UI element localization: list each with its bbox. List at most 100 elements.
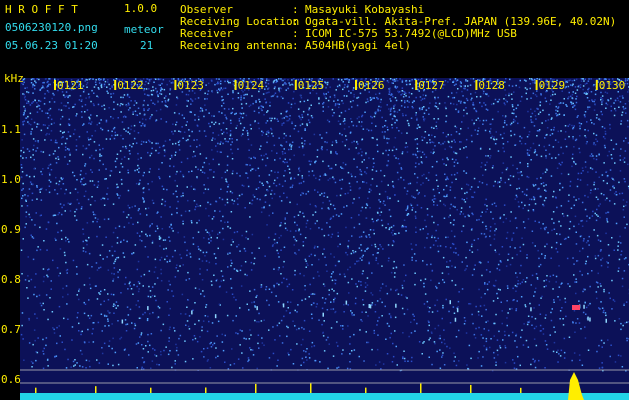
noise-dot <box>84 303 87 305</box>
noise-dot <box>485 198 487 201</box>
noise-dot <box>241 107 243 109</box>
noise-dot <box>74 364 76 366</box>
noise-dot <box>173 78 175 80</box>
noise-dot <box>174 363 176 365</box>
noise-dot <box>167 353 170 356</box>
noise-dot <box>273 284 275 287</box>
noise-dot <box>330 150 332 153</box>
noise-dot <box>293 236 295 238</box>
noise-dot <box>274 233 277 235</box>
noise-dot <box>494 230 496 232</box>
noise-dot <box>347 84 349 86</box>
noise-dot <box>56 342 58 345</box>
noise-dot <box>93 104 95 107</box>
noise-dot <box>24 110 26 112</box>
noise-dot <box>258 111 260 114</box>
noise-dot <box>485 119 488 122</box>
noise-dot <box>495 251 497 253</box>
noise-dot <box>384 204 386 206</box>
noise-dot <box>390 316 392 319</box>
noise-dot <box>143 200 145 202</box>
noise-dot <box>145 141 148 143</box>
noise-dot <box>334 279 337 281</box>
noise-dot <box>388 88 390 90</box>
noise-dot <box>545 78 547 81</box>
noise-dot <box>89 204 92 206</box>
noise-dot <box>417 124 419 126</box>
noise-dot <box>530 108 532 110</box>
noise-dot <box>458 133 461 135</box>
noise-dot <box>416 85 418 88</box>
noise-dot <box>325 131 328 134</box>
noise-dot <box>571 124 573 127</box>
noise-dot <box>260 145 262 147</box>
noise-dot <box>542 223 544 225</box>
noise-dot <box>163 149 166 151</box>
noise-dot <box>527 209 530 212</box>
noise-dot <box>315 92 318 95</box>
noise-dot <box>328 293 330 296</box>
noise-dot <box>349 189 352 191</box>
noise-dot <box>30 123 32 126</box>
noise-dot <box>619 95 621 98</box>
noise-dot <box>456 103 458 106</box>
noise-dot <box>188 129 190 131</box>
noise-dot <box>322 110 324 112</box>
noise-dot <box>584 78 586 81</box>
noise-dot <box>602 369 604 372</box>
noise-dot <box>293 154 295 157</box>
noise-dot <box>273 193 276 195</box>
noise-dot <box>592 85 595 87</box>
noise-dot <box>366 248 368 250</box>
noise-dot <box>298 229 300 232</box>
noise-dot <box>64 146 67 148</box>
noise-dot <box>147 333 149 336</box>
noise-dot <box>356 117 359 120</box>
noise-dot <box>302 146 304 149</box>
noise-dot <box>423 106 425 108</box>
noise-dot <box>409 203 412 205</box>
noise-dot <box>119 338 121 340</box>
noise-dot <box>253 257 256 260</box>
noise-dot <box>261 158 264 161</box>
noise-dot <box>286 161 288 164</box>
noise-dot <box>361 115 363 118</box>
noise-dot <box>62 177 64 180</box>
noise-dot <box>497 182 499 184</box>
noise-dot <box>200 107 202 109</box>
noise-dot <box>391 149 394 152</box>
noise-dot <box>266 131 268 133</box>
noise-dot <box>178 337 180 340</box>
noise-dot <box>284 158 286 160</box>
noise-dot <box>448 310 450 313</box>
noise-dot <box>401 113 404 115</box>
noise-dot <box>243 78 245 80</box>
noise-dot <box>21 82 23 85</box>
noise-dot <box>543 280 545 282</box>
noise-dot <box>224 334 226 337</box>
noise-dot <box>178 149 181 151</box>
noise-dot <box>108 311 110 314</box>
noise-dot <box>394 121 396 124</box>
noise-dot <box>247 132 249 134</box>
noise-dot <box>266 141 268 144</box>
noise-dot <box>65 91 68 93</box>
noise-dot <box>392 185 394 187</box>
noise-dot <box>281 342 284 344</box>
noise-dot <box>490 123 492 125</box>
noise-dot <box>512 359 514 361</box>
noise-dot <box>606 92 609 94</box>
noise-dot <box>282 153 284 155</box>
noise-dot <box>175 173 177 175</box>
noise-dot <box>335 141 338 144</box>
noise-dot <box>467 214 469 216</box>
noise-dot <box>152 347 154 350</box>
noise-dot <box>248 149 250 151</box>
noise-dot <box>209 234 211 236</box>
noise-dot <box>317 78 320 81</box>
noise-dot <box>489 271 491 273</box>
noise-dot <box>107 92 109 94</box>
noise-dot <box>151 114 153 116</box>
noise-dot <box>572 106 574 108</box>
noise-dot <box>99 254 102 256</box>
